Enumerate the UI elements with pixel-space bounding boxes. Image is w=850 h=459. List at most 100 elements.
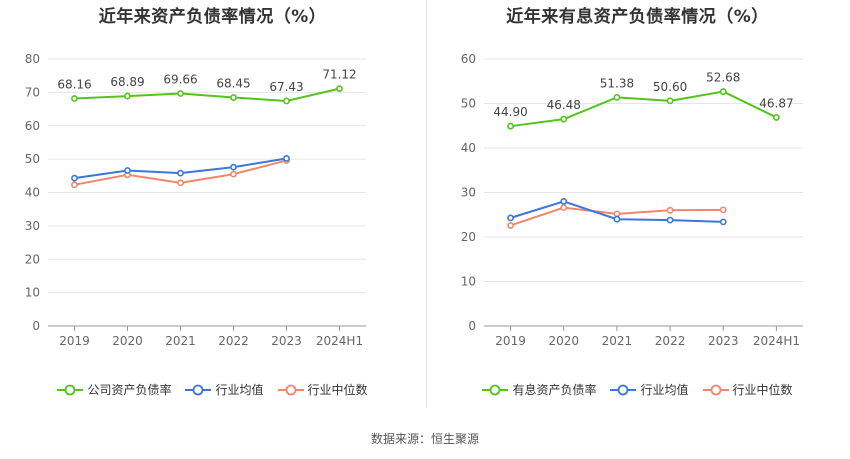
data-point [124,92,131,100]
data-label: 51.38 [600,76,634,90]
data-label: 69.66 [163,73,197,87]
data-point [336,85,343,93]
data-label: 68.45 [216,77,250,91]
data-label: 46.48 [547,98,581,112]
data-point [283,155,290,162]
data-label: 67.43 [269,80,303,94]
x-tick-label: 2019 [59,334,90,348]
data-point [177,169,184,177]
panel-divider [426,0,427,408]
y-tick-label: 0 [468,319,476,333]
data-point [71,174,78,182]
y-tick-label: 40 [25,186,40,200]
data-point [507,214,514,222]
series-line [74,87,340,102]
chart-plot-area: 0 10 20 30 40 50 60 2019 2020 2021 2022 2023 2024H1 4… [461,52,803,348]
y-tick-label: 10 [25,286,40,300]
chart-title: 近年来资产负债率情况（%） [98,7,327,27]
legend-item[interactable]: 有息资产负债率 [482,381,596,398]
chart-legend: 有息资产负债率 行业均值 行业中位数 [425,381,850,398]
data-point [719,218,727,226]
data-point [230,163,237,171]
x-tick-label: 2022 [655,334,686,348]
data-point [666,206,674,214]
data-point [613,210,621,218]
data-point [666,216,674,224]
legend-item[interactable]: 行业中位数 [702,381,793,398]
data-point [507,222,514,229]
x-tick-label: 2023 [708,334,739,348]
data-point [613,215,621,223]
data-label: 50.60 [653,80,687,94]
data-point [177,90,184,97]
legend-label: 行业中位数 [307,383,368,397]
data-label: 52.68 [706,71,740,85]
x-tick-label: 2023 [271,334,302,348]
chart-title: 近年来有息资产负债率情况（%） [506,7,769,27]
data-label: 68.89 [110,75,144,89]
data-point [71,95,78,102]
data-point [560,204,568,212]
y-tick-label: 30 [25,219,40,233]
chart-panel-total-debt: 近年来资产负债率情况（%） 0 10 20 30 40 50 60 70 80 2019 2020 2… [0,0,425,420]
x-tick-label: 2021 [165,334,196,348]
y-tick-label: 20 [461,230,476,244]
legend-item[interactable]: 行业均值 [610,381,689,398]
y-tick-label: 60 [461,52,476,66]
data-point [177,179,184,187]
x-tick-label: 2020 [548,334,579,348]
data-point [666,97,674,105]
legend-swatch-icon [185,384,212,395]
y-tick-label: 70 [25,85,40,99]
data-point [230,170,237,178]
y-tick-label: 50 [25,152,40,166]
data-point [124,167,131,174]
y-tick-label: 50 [461,97,476,111]
legend-swatch-icon [277,384,304,395]
x-tick-label: 2019 [495,334,526,348]
data-point [71,181,78,189]
x-tick-label: 2021 [602,334,633,348]
data-point [719,88,727,95]
legend-label: 行业均值 [215,383,264,397]
y-tick-label: 0 [32,319,40,333]
data-point [719,206,727,214]
x-tick-label: 2024H1 [316,334,363,348]
y-tick-label: 10 [461,275,476,289]
y-tick-label: 60 [25,119,40,133]
x-tick-label: 2020 [112,334,143,348]
legend-item[interactable]: 行业中位数 [277,381,368,398]
legend-label: 有息资产负债率 [512,383,597,397]
legend-label: 行业中位数 [732,383,793,397]
legend-label: 行业均值 [640,383,689,397]
data-label: 44.90 [493,105,527,119]
y-tick-label: 80 [25,52,40,66]
legend-swatch-icon [610,384,637,395]
data-point [560,197,568,205]
data-label: 46.87 [759,96,793,110]
data-label: 71.12 [322,68,356,82]
chart-legend: 公司资产负债率 行业均值 行业中位数 [0,381,425,398]
legend-item[interactable]: 公司资产负债率 [57,381,171,398]
series-line [510,90,777,128]
data-point [230,94,237,101]
legend-swatch-icon [482,384,509,395]
y-tick-label: 30 [461,186,476,200]
y-tick-label: 20 [25,252,40,266]
x-tick-label: 2022 [218,334,249,348]
data-point [283,97,290,105]
data-source-note: 数据来源：恒生聚源 [370,432,479,446]
data-point [773,114,780,121]
legend-label: 公司资产负债率 [87,383,172,397]
legend-item[interactable]: 行业均值 [185,381,264,398]
chart-plot-area: 0 10 20 30 40 50 60 70 80 2019 2020 2021 2022 2023 202… [25,52,366,348]
data-point [613,93,621,101]
x-tick-label: 2024H1 [753,334,800,348]
y-tick-label: 40 [461,141,476,155]
data-point [507,122,514,130]
data-label: 68.16 [57,78,91,92]
data-point [560,115,568,123]
legend-swatch-icon [57,384,84,395]
chart-panel-interest-debt: 近年来有息资产负债率情况（%） 0 10 20 30 40 50 60 2019 2020 202… [425,0,850,420]
legend-swatch-icon [702,384,729,395]
